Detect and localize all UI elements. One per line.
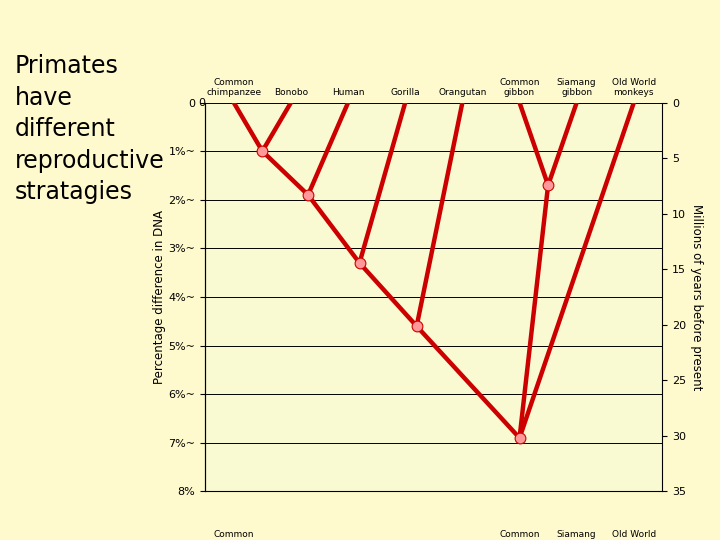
- Text: Common
gibbon: Common gibbon: [499, 78, 540, 97]
- Text: Common
chimpanzee: Common chimpanzee: [206, 530, 261, 540]
- Point: [411, 322, 423, 330]
- Text: Siamang
gibbon: Siamang gibbon: [557, 530, 596, 540]
- Point: [354, 259, 365, 267]
- Text: Orangutan: Orangutan: [438, 88, 487, 97]
- Text: Siamang
gibbon: Siamang gibbon: [557, 78, 596, 97]
- Point: [514, 434, 526, 442]
- Text: Primates
have
different
reproductive
stratagies: Primates have different reproductive str…: [14, 54, 164, 205]
- Text: Common
chimpanzee: Common chimpanzee: [206, 78, 261, 97]
- Y-axis label: Percentage difference in DNA: Percentage difference in DNA: [153, 210, 166, 384]
- Point: [302, 191, 314, 199]
- Text: Human: Human: [332, 88, 364, 97]
- Text: Common
gibbon: Common gibbon: [499, 530, 540, 540]
- Text: 0: 0: [198, 98, 205, 107]
- Text: Old World
monkeys: Old World monkeys: [612, 530, 656, 540]
- Text: Bonobo: Bonobo: [274, 88, 308, 97]
- Text: Gorilla: Gorilla: [390, 88, 420, 97]
- Point: [542, 181, 554, 190]
- Y-axis label: Millions of years before present: Millions of years before present: [690, 204, 703, 390]
- Text: Old World
monkeys: Old World monkeys: [612, 78, 656, 97]
- Point: [256, 147, 268, 156]
